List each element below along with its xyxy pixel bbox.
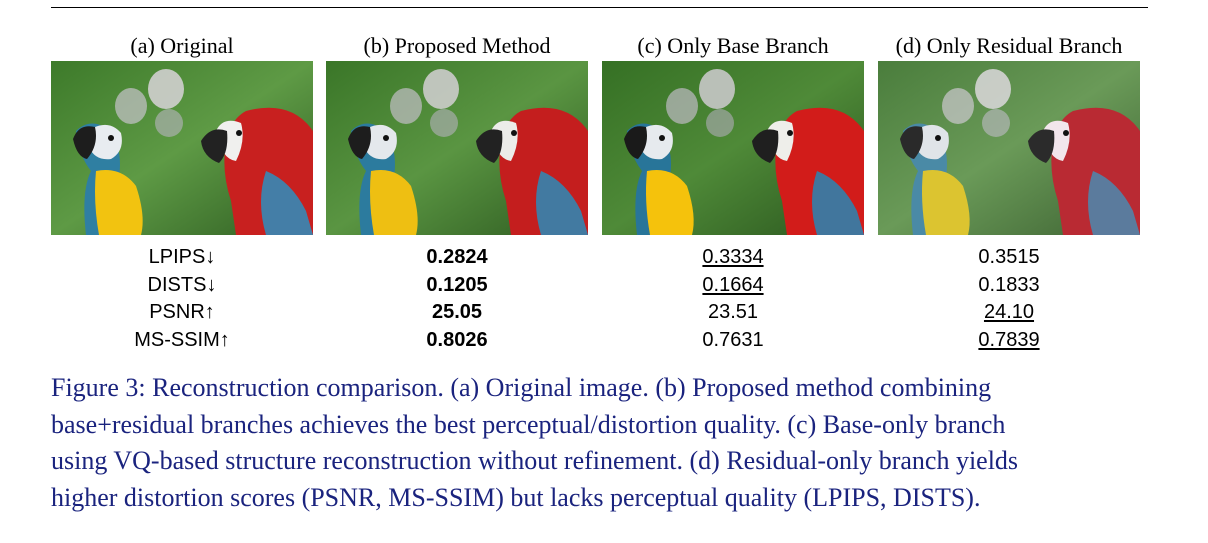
metric-value: 0.7839 xyxy=(978,328,1040,351)
parrots-image-base-branch xyxy=(602,61,864,235)
metric-value: 0.1833 xyxy=(978,273,1040,296)
top-rule xyxy=(51,7,1148,8)
metric-value: 0.1664 xyxy=(702,273,764,296)
metric-value: 0.8026 xyxy=(426,328,488,351)
parrots-image-original xyxy=(51,61,313,235)
metric-value: 0.7631 xyxy=(702,328,764,351)
metric-values-base-branch: 0.3334 0.1664 23.51 0.7631 xyxy=(602,244,864,354)
panel-title: (b) Proposed Method xyxy=(363,33,551,58)
caption-line: higher distortion scores (PSNR, MS-SSIM)… xyxy=(51,482,981,512)
metric-label-lpips: LPIPS↓ xyxy=(148,246,216,268)
parrots-image-proposed xyxy=(326,61,588,235)
metric-value: 0.3334 xyxy=(702,246,764,268)
caption-line: using VQ-based structure reconstruction … xyxy=(51,446,1019,475)
panel-title: (c) Only Base Branch xyxy=(637,33,829,58)
metric-label-ms-ssim: MS-SSIM↑ xyxy=(134,328,230,351)
metric-value: 23.51 xyxy=(707,301,759,323)
panel-only-residual-branch: (d) Only Residual Branch xyxy=(878,31,1140,235)
metric-value: 0.3515 xyxy=(978,246,1040,268)
metric-value: 0.1205 xyxy=(426,273,488,296)
panel-title: (a) Original xyxy=(130,33,234,58)
parrots-image-residual-branch xyxy=(878,61,1140,235)
figure-caption: Figure 3: Reconstruction comparison. (a)… xyxy=(51,370,1151,516)
metric-value: 24.10 xyxy=(983,301,1035,323)
caption-line: base+residual branches achieves the best… xyxy=(51,409,1006,439)
metric-labels: LPIPS↓ DISTS↓ PSNR↑ MS-SSIM↑ xyxy=(51,244,313,354)
caption-line: Figure 3: Reconstruction comparison. (a)… xyxy=(51,373,992,402)
metric-values-residual-branch: 0.3515 0.1833 24.10 0.7839 xyxy=(878,244,1140,354)
metric-value: 0.2824 xyxy=(426,246,488,268)
panel-original: (a) Original xyxy=(51,31,313,235)
metric-values-proposed: 0.2824 0.1205 25.05 0.8026 xyxy=(326,244,588,354)
panel-only-base-branch: (c) Only Base Branch xyxy=(602,31,864,235)
panel-title: (d) Only Residual Branch xyxy=(895,33,1123,58)
panel-proposed-method: (b) Proposed Method xyxy=(326,31,588,235)
metric-label-psnr: PSNR↑ xyxy=(149,301,215,323)
metric-value: 25.05 xyxy=(431,301,483,323)
metric-label-dists: DISTS↓ xyxy=(147,273,217,296)
